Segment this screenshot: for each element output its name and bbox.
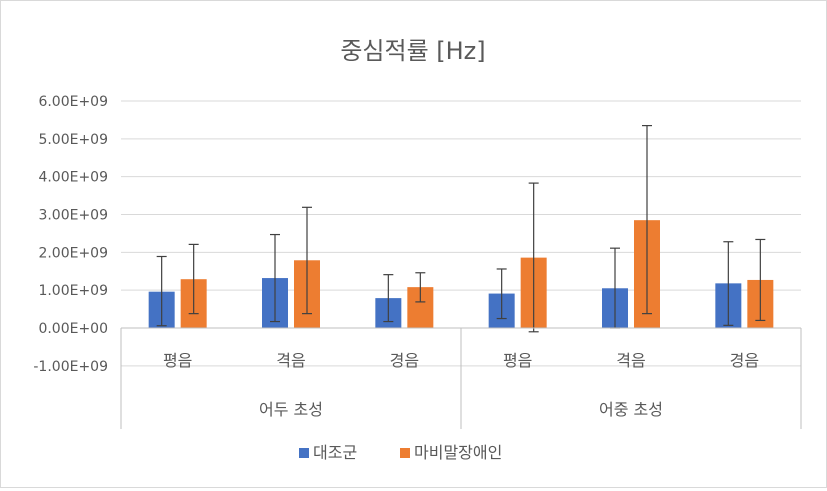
legend: 대조군 마비말장애인 [299, 443, 502, 462]
y-tick-label: 0.00E+00 [38, 321, 108, 337]
x-tick-label: 평음 [163, 351, 192, 370]
y-tick-label: 1.00E+09 [38, 283, 108, 299]
x-group-label: 어중 초성 [599, 400, 663, 419]
x-tick-label: 격음 [276, 351, 305, 370]
x-tick-label: 경음 [730, 351, 759, 370]
chart-title: 중심적률 [Hz] [340, 37, 485, 65]
x-tick-label: 격음 [616, 351, 645, 370]
y-tick-label: 2.00E+09 [38, 245, 108, 261]
legend-swatch [299, 448, 309, 458]
legend-label: 마비말장애인 [414, 443, 502, 462]
grid-lines [121, 100, 801, 367]
legend-label: 대조군 [313, 443, 357, 462]
bars [148, 220, 774, 328]
y-tick-label: 6.00E+09 [38, 94, 108, 110]
legend-swatch [400, 448, 410, 458]
y-tick-label: 5.00E+09 [38, 132, 108, 148]
error-bars [156, 124, 766, 333]
y-tick-label: -1.00E+09 [33, 359, 108, 375]
y-axis: -1.00E+09 0.00E+00 1.00E+09 2.00E+09 3.00E+0… [33, 94, 108, 375]
y-tick-label: 4.00E+09 [38, 170, 108, 186]
y-tick-label: 3.00E+09 [38, 208, 108, 224]
x-tick-label: 경음 [390, 351, 419, 370]
x-tick-label: 평음 [503, 351, 532, 370]
x-group-label: 어두 초성 [259, 400, 323, 419]
